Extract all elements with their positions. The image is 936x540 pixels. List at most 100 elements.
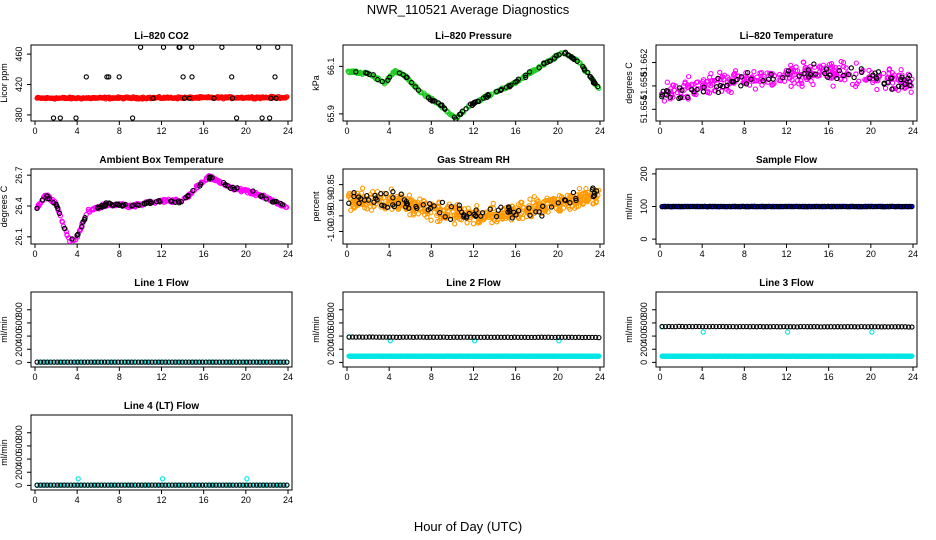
data-point — [440, 334, 447, 340]
x-tick-label: 8 — [429, 372, 434, 382]
y-axis-label: ml/min — [311, 316, 321, 343]
data-point — [216, 359, 223, 365]
data-point — [141, 200, 147, 206]
data-point — [149, 482, 155, 488]
y-tick-label: 26.7 — [14, 166, 24, 184]
data-point — [383, 190, 389, 197]
data-point — [836, 203, 842, 210]
data-point — [679, 203, 685, 210]
y-tick-label: -1.00 — [326, 221, 336, 242]
data-point — [268, 95, 274, 101]
data-point — [741, 80, 747, 86]
data-point — [706, 323, 713, 330]
data-point — [213, 359, 219, 365]
data-point — [470, 221, 477, 227]
data-point — [390, 202, 396, 208]
x-tick-label: 0 — [344, 249, 349, 259]
data-point — [456, 202, 462, 208]
y-tick-label: 460 — [14, 47, 24, 62]
data-point — [463, 215, 469, 221]
data-point — [176, 45, 182, 50]
data-point — [452, 221, 458, 227]
data-point — [830, 203, 836, 210]
data-point — [665, 89, 671, 95]
x-tick-label: 20 — [553, 249, 563, 259]
x-tick-label: 16 — [511, 249, 521, 259]
data-point — [373, 195, 379, 201]
data-point — [71, 482, 77, 488]
data-point — [760, 78, 766, 84]
data-point — [353, 334, 359, 340]
x-tick-label: 0 — [657, 249, 662, 259]
data-point — [420, 334, 427, 340]
x-tick-label: 16 — [199, 372, 209, 382]
data-point — [700, 329, 706, 335]
data-point — [843, 72, 850, 78]
data-point — [882, 324, 888, 330]
data-point — [780, 203, 786, 210]
data-point — [878, 203, 884, 210]
data-point — [540, 203, 546, 209]
data-point — [856, 78, 862, 84]
data-point — [112, 482, 118, 488]
data-point — [505, 334, 511, 340]
data-point — [845, 71, 852, 78]
data-point — [132, 359, 138, 365]
data-point — [673, 203, 679, 210]
data-point — [135, 482, 142, 488]
y-tick-label: 0 — [14, 483, 24, 488]
data-point — [259, 193, 265, 199]
data-point — [767, 324, 773, 330]
data-point — [358, 196, 364, 202]
data-point — [189, 482, 196, 488]
panel-title: Line 2 Flow — [446, 278, 501, 289]
data-point — [508, 334, 514, 341]
data-point — [589, 187, 595, 193]
data-point — [569, 334, 575, 340]
data-point — [464, 220, 470, 226]
data-point — [768, 203, 775, 210]
data-point — [899, 74, 905, 80]
data-point — [454, 334, 460, 340]
data-point — [666, 323, 672, 330]
data-point — [451, 334, 457, 340]
data-point — [721, 203, 727, 210]
data-point — [359, 334, 366, 340]
data-point — [466, 210, 472, 217]
data-point — [659, 203, 665, 210]
data-point — [139, 482, 145, 488]
data-point — [424, 334, 430, 340]
data-point — [490, 200, 496, 207]
data-point — [907, 78, 913, 85]
y-tick-label: 800 — [14, 302, 24, 317]
panel-title: Line 1 Flow — [134, 278, 189, 289]
data-point — [669, 323, 675, 330]
data-point — [61, 482, 67, 488]
data-point — [430, 97, 436, 104]
data-point — [811, 61, 817, 67]
data-point — [841, 203, 848, 210]
data-point — [522, 74, 529, 81]
data-point — [431, 203, 437, 209]
data-point — [256, 45, 262, 50]
data-point — [166, 482, 172, 488]
data-point — [390, 189, 396, 195]
data-point — [233, 482, 239, 488]
data-point — [398, 191, 404, 197]
data-point — [389, 206, 395, 212]
data-point — [734, 76, 740, 83]
data-point — [808, 324, 814, 330]
data-point — [404, 200, 410, 207]
data-point — [902, 324, 908, 330]
data-point — [592, 334, 599, 341]
data-point — [738, 203, 744, 210]
data-point — [715, 203, 721, 210]
data-point — [760, 203, 766, 210]
data-point — [702, 81, 708, 88]
data-point — [101, 482, 108, 488]
data-point — [488, 334, 494, 340]
data-point — [726, 203, 733, 210]
x-tick-label: 4 — [75, 126, 80, 136]
data-point — [553, 205, 559, 212]
data-point — [172, 359, 179, 365]
